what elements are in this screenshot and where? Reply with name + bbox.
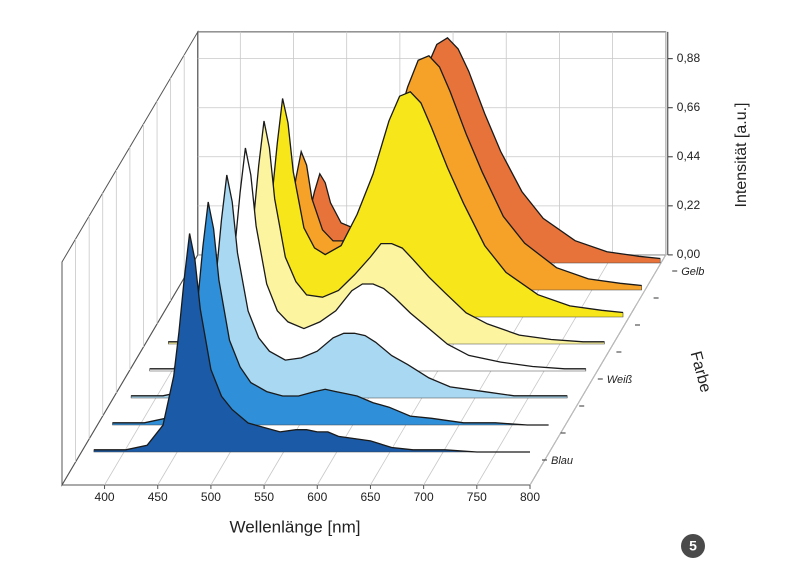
grid-line — [529, 254, 667, 486]
x-tick-label: 500 — [201, 490, 221, 504]
x-tick-label: 400 — [95, 490, 115, 504]
z-tick-label: Blau — [551, 455, 573, 467]
y-tick-label: 0,88 — [677, 51, 701, 65]
z-tick-label: Weiß — [607, 374, 633, 386]
x-axis-label: Wellenlänge [nm] — [229, 517, 360, 536]
x-tick-label: 750 — [467, 490, 487, 504]
x-tick-label: 450 — [148, 490, 168, 504]
badge-circle — [681, 534, 705, 558]
x-tick-label: 650 — [360, 490, 380, 504]
y-axis-label: Intensität [a.u.] — [733, 103, 750, 208]
spectra — [93, 36, 661, 453]
spectrum-line — [93, 233, 530, 453]
badge: 5 — [689, 538, 697, 554]
y-tick-label: 0,66 — [677, 100, 701, 114]
z-tick-label: Gelb — [681, 266, 704, 278]
x-tick-label: 600 — [307, 490, 327, 504]
x-tick-label: 700 — [414, 490, 434, 504]
y-tick-label: 0,00 — [677, 247, 701, 261]
y-tick-label: 0,44 — [677, 149, 701, 163]
x-tick-label: 800 — [520, 490, 540, 504]
left-wall — [61, 30, 199, 487]
y-tick-label: 0,22 — [677, 198, 701, 212]
z-axis-label: Farbe — [687, 350, 714, 395]
x-tick-label: 550 — [254, 490, 274, 504]
